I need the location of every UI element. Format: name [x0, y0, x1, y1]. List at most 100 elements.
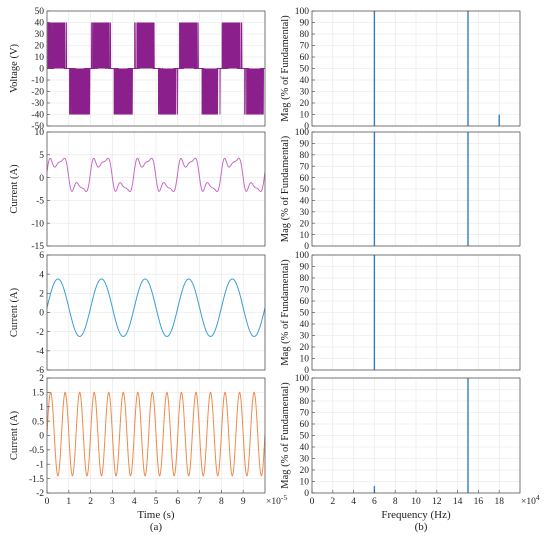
chart-current2: -6 -4 -2 0 2 4 6 Current (A)	[9, 251, 266, 376]
series-voltage	[47, 22, 265, 115]
y-tick-label: 0	[304, 489, 309, 499]
y-tick-label: 80	[300, 274, 310, 284]
y-tick-label: 4	[39, 270, 44, 280]
y-tick-label: 70	[300, 42, 310, 52]
x-tick-label: 6	[175, 497, 180, 507]
y-tick-label: 0	[304, 122, 309, 132]
plot-frame	[46, 131, 266, 247]
y-tick-label: 70	[300, 162, 310, 172]
y-tick-label: 30	[300, 88, 310, 98]
y-tick-label: 30	[300, 455, 310, 465]
y-tick-label: 5	[39, 151, 44, 161]
y-tick-label: 1	[39, 403, 44, 413]
y-tick-label: 50	[300, 432, 310, 442]
y-tick-label: 0	[304, 366, 309, 376]
y-tick-label: -15	[31, 242, 44, 252]
y-tick-label: 100	[295, 251, 310, 261]
caption-a: (a)	[150, 521, 163, 533]
x-tick-label: 12	[432, 497, 442, 507]
x-tick-label: 0	[310, 497, 315, 507]
y-tick-label: 50	[300, 309, 310, 319]
x-tick-exponent-power: -5	[281, 493, 287, 502]
y-tick-label: 20	[35, 42, 45, 52]
y-tick-label: 50	[35, 7, 45, 17]
y-tick-label: 0	[304, 242, 309, 252]
series-current3	[47, 391, 265, 477]
y-axis-label: Mag (% of Fundamental)	[280, 382, 291, 489]
y-tick-label: 80	[300, 30, 310, 40]
y-tick-label: 20	[300, 343, 310, 353]
trace-current1	[47, 157, 265, 193]
y-tick-label: -2	[36, 328, 44, 338]
series-current2	[47, 278, 265, 337]
y-tick-label: 80	[300, 151, 310, 161]
y-tick-label: 0	[39, 309, 44, 319]
series-spectrum2	[373, 132, 469, 246]
trace-current3	[47, 391, 265, 477]
y-tick-label: 40	[300, 443, 310, 453]
y-tick-label: 20	[300, 219, 310, 229]
y-tick-label: 90	[300, 263, 310, 273]
y-tick-label: 50	[300, 185, 310, 195]
y-tick-label: 100	[295, 128, 310, 138]
x-tick-label: 2	[330, 497, 335, 507]
y-tick-label: 40	[300, 320, 310, 330]
y-tick-label: 40	[35, 19, 45, 29]
x-tick-label: 6	[372, 497, 377, 507]
x-tick-label: 3	[110, 497, 115, 507]
x-tick-label: 2	[88, 497, 93, 507]
y-axis-label: Voltage (V)	[9, 43, 20, 93]
y-tick-label: 60	[300, 420, 310, 430]
y-tick-label: -30	[31, 99, 44, 109]
y-tick-label: 30	[35, 30, 45, 40]
x-tick-label: 1	[66, 497, 71, 507]
x-tick-label: 5	[154, 497, 159, 507]
y-tick-label: 0	[39, 174, 44, 184]
y-tick-label: -20	[31, 88, 44, 98]
y-tick-label: -10	[31, 219, 44, 229]
y-tick-label: 50	[300, 65, 310, 75]
y-tick-label: 10	[300, 355, 310, 365]
y-axis-label: Current (A)	[9, 287, 20, 337]
y-tick-label: 90	[300, 140, 310, 150]
y-tick-label: 20	[300, 466, 310, 476]
trace-current2	[47, 278, 265, 337]
x-axis-label: Time (s)	[137, 509, 175, 521]
y-tick-label: 0.5	[32, 417, 44, 427]
y-tick-label: -5	[36, 197, 44, 207]
chart-current1: -15 -10 -5 0 5 10 Current (A)	[9, 128, 266, 252]
x-tick-label: 4	[132, 497, 137, 507]
y-tick-label: 10	[35, 53, 45, 63]
y-tick-label: 30	[300, 208, 310, 218]
y-tick-label: 40	[300, 76, 310, 86]
x-tick-label: 8	[393, 497, 398, 507]
x-tick-label: 8	[219, 497, 224, 507]
y-tick-label: 60	[300, 297, 310, 307]
series-spectrum1	[373, 11, 500, 126]
y-tick-label: 6	[39, 251, 44, 261]
y-tick-label: 10	[300, 231, 310, 241]
y-tick-label: 90	[300, 386, 310, 396]
y-tick-label: 70	[300, 409, 310, 419]
x-tick-label: 10	[411, 497, 421, 507]
y-tick-label: 30	[300, 332, 310, 342]
y-tick-label: -6	[36, 366, 44, 376]
y-axis-label: Current (A)	[9, 164, 20, 214]
y-tick-label: 60	[300, 53, 310, 63]
x-tick-exponent: ×10-5	[266, 493, 287, 507]
y-tick-label: 20	[300, 99, 310, 109]
y-tick-label: 10	[300, 111, 310, 121]
voltage-pwm-trace	[47, 22, 265, 115]
y-tick-label: -1.5	[29, 475, 44, 485]
y-tick-label: 60	[300, 174, 310, 184]
x-tick-label: 0	[45, 497, 50, 507]
y-tick-label: 1.5	[32, 389, 44, 399]
y-axis-label: Mag (% of Fundamental)	[280, 15, 291, 122]
y-tick-label: 10	[300, 478, 310, 488]
y-axis-label: Mag (% of Fundamental)	[280, 135, 291, 242]
x-axis-label: Frequency (Hz)	[381, 509, 451, 521]
